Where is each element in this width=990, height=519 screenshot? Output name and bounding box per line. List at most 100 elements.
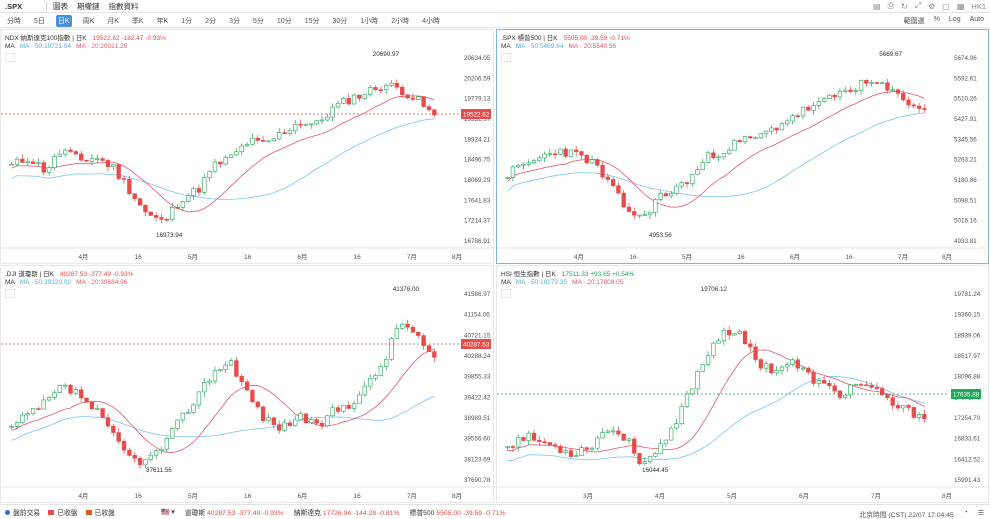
chart-panel-hsi[interactable]: HSI 恒生指數 | 日K 17511.33 +93.65 +0.54% MA MA … bbox=[496, 265, 990, 504]
candle-body bbox=[223, 157, 228, 165]
us-flag-icon[interactable]: 🇺🇸 ▾ bbox=[160, 509, 175, 516]
candle-body bbox=[175, 419, 180, 429]
candle-body bbox=[626, 438, 632, 441]
price-axis-label: 19781.24 bbox=[954, 291, 981, 298]
ma50-line bbox=[11, 395, 435, 441]
timeframe-16[interactable]: 4小時 bbox=[422, 17, 440, 25]
candle-body bbox=[579, 447, 584, 456]
layout-icon[interactable]: ▤ bbox=[873, 1, 881, 11]
candle-body bbox=[901, 93, 906, 101]
toolbar-right-2[interactable]: Log bbox=[948, 16, 961, 23]
candle-body bbox=[595, 159, 600, 166]
tab-index-info[interactable]: 指數資料 bbox=[108, 1, 139, 11]
chart-panel-dji[interactable]: .DJI 道瓊斯 | 日K 40287.53 -377.49 -0.93% MA MA… bbox=[0, 265, 495, 504]
candle-body bbox=[277, 132, 282, 140]
candlestick-plot[interactable]: 19781.24 19360.15 18939.06 18517.97 18096.88… bbox=[497, 266, 990, 504]
candle-body bbox=[20, 414, 25, 423]
candle-body bbox=[357, 94, 362, 99]
price-axis-label: 17214.37 bbox=[464, 218, 491, 225]
ma50-label: MA · 50:19721.54 bbox=[19, 43, 72, 50]
candle-body bbox=[52, 156, 57, 168]
candle-body bbox=[669, 193, 674, 197]
layout-selector[interactable]: HK1 bbox=[971, 1, 986, 11]
candle-body bbox=[202, 177, 207, 193]
ma50-label: MA · 50:18273.35 bbox=[515, 279, 568, 286]
price-axis-label: 16412.52 bbox=[954, 456, 981, 463]
timeframe-8[interactable]: 2分 bbox=[205, 17, 217, 25]
window-icon[interactable]: ▢ bbox=[942, 1, 950, 11]
timeframe-7[interactable]: 1分 bbox=[181, 17, 193, 25]
timeframe-14[interactable]: 1小時 bbox=[360, 17, 379, 25]
candle-body bbox=[679, 182, 684, 187]
candle-body bbox=[400, 86, 405, 96]
timeframe-11[interactable]: 10分 bbox=[276, 17, 292, 25]
timeframe-0[interactable]: 分時 bbox=[7, 17, 21, 25]
timeframe-13[interactable]: 30分 bbox=[332, 17, 348, 25]
candle-body bbox=[616, 185, 621, 194]
candle-body bbox=[705, 355, 711, 365]
fullscreen-icon[interactable]: ⤢ bbox=[914, 1, 922, 10]
menu-icon[interactable]: ☰ bbox=[977, 510, 984, 517]
candle-body bbox=[159, 217, 164, 220]
price-axis-label: 4933.81 bbox=[954, 238, 977, 245]
candle-body bbox=[255, 137, 260, 141]
price-axis-label: 5345.56 bbox=[954, 136, 977, 143]
candle-body bbox=[330, 407, 335, 417]
timeframe-1[interactable]: 5日 bbox=[34, 17, 45, 25]
time-axis-label: 4月 bbox=[655, 492, 665, 500]
collapse-box[interactable] bbox=[5, 289, 15, 298]
collapse-box[interactable] bbox=[5, 53, 15, 62]
market-nasdaq[interactable]: 納斯達克 17726.94 -144.28 -0.81% bbox=[293, 510, 400, 517]
candle-body bbox=[853, 90, 858, 92]
timeframe-12[interactable]: 15分 bbox=[304, 17, 320, 25]
collapse-box[interactable] bbox=[501, 53, 511, 62]
candle-body bbox=[510, 446, 516, 448]
last-price-label: 19522.62 bbox=[463, 112, 490, 119]
timeframe-4[interactable]: 月K bbox=[107, 17, 119, 25]
candle-body bbox=[73, 151, 79, 155]
tab-chart[interactable]: 圖表 bbox=[53, 1, 68, 11]
candlestick-plot[interactable]: 41586.97 41154.06 40721.15 40288.24 39855.33… bbox=[1, 266, 495, 504]
candle-body bbox=[505, 177, 510, 179]
tab-options-chain[interactable]: 期權鏈 bbox=[77, 1, 100, 11]
market-spx[interactable]: 標普500 5505.00 -39.59 -0.71% bbox=[409, 510, 506, 517]
candlestick-plot[interactable]: 5674.96 5592.61 5510.26 5427.91 5345.56 5263.… bbox=[497, 30, 990, 265]
timeframe-10[interactable]: 5分 bbox=[252, 17, 264, 25]
candle-body bbox=[116, 432, 121, 442]
time-axis-label: 8月 bbox=[942, 253, 952, 261]
screenshot-icon[interactable]: ⎙ bbox=[887, 1, 894, 10]
ma20-line bbox=[11, 95, 435, 213]
candle-body bbox=[574, 455, 579, 457]
timeframe-2[interactable]: 日K bbox=[55, 14, 72, 27]
candle-body bbox=[690, 388, 695, 395]
timeframe-9[interactable]: 3分 bbox=[229, 17, 240, 25]
candle-body bbox=[769, 363, 774, 374]
market-dji[interactable]: 道瓊斯 40287.53 -377.49 -0.93% bbox=[184, 510, 284, 517]
candle-body bbox=[239, 376, 244, 383]
timeframe-15[interactable]: 2小時 bbox=[391, 17, 410, 25]
panel-title: .DJI bbox=[5, 271, 17, 278]
toolbar-right-3[interactable]: Auto bbox=[969, 16, 984, 23]
candlestick-plot[interactable]: 20634.05 20206.59 19779.13 19351.67 18924.21… bbox=[1, 30, 495, 265]
timeframe-6[interactable]: 年K bbox=[156, 17, 169, 25]
timeframe-5[interactable]: 季K bbox=[131, 17, 144, 25]
toolbar-right-1[interactable]: % bbox=[933, 16, 940, 23]
time-axis-label: 6月 bbox=[297, 492, 307, 500]
candle-body bbox=[405, 94, 410, 99]
candle-body bbox=[595, 437, 600, 449]
candle-body bbox=[309, 123, 314, 126]
grid-icon[interactable]: ▦ bbox=[956, 1, 965, 11]
candle-body bbox=[191, 188, 196, 196]
settings-icon[interactable]: ⚙ bbox=[928, 1, 936, 11]
timeframe-3[interactable]: 周K bbox=[82, 17, 95, 25]
chart-panel-spx[interactable]: .SPX 標普500 | 日K 5505.00 -39.59 -0.71% MA MA… bbox=[496, 29, 990, 265]
candle-body bbox=[526, 162, 531, 165]
chart-panel-ndx[interactable]: NDX 納斯達克100指數 | 日K 19522.62 -182.47 -0.93… bbox=[0, 29, 495, 265]
candle-body bbox=[389, 337, 394, 360]
refresh-icon[interactable]: ↻ bbox=[901, 1, 908, 11]
candle-body bbox=[432, 351, 437, 358]
candle-body bbox=[663, 439, 669, 445]
toolbar-right-0[interactable]: 範圍選 bbox=[903, 18, 925, 25]
collapse-box[interactable] bbox=[501, 289, 511, 298]
candle-body bbox=[901, 405, 906, 409]
